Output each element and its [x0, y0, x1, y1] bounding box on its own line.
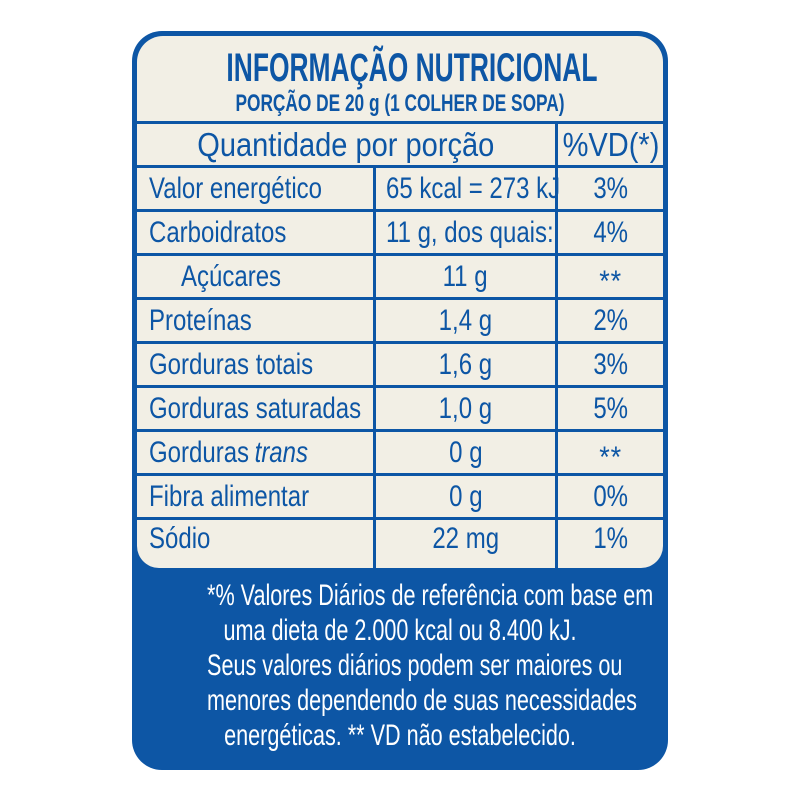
nutrient-dv: 5% — [593, 391, 628, 425]
nutrient-dv: 3% — [593, 347, 628, 381]
footnote-line: Seus valores diários podem ser maiores o… — [207, 649, 623, 682]
table-header-row: Quantidade por porção %VD(*) — [137, 121, 663, 165]
table-row: Valor energético 65 kcal = 273 kJ 3% — [137, 165, 663, 209]
table-row: Proteínas 1,4 g 2% — [137, 297, 663, 341]
nutrient-amount: 1,4 g — [438, 303, 493, 337]
nutrient-name: Fibra alimentar — [149, 479, 310, 513]
nutrient-dv: 2% — [593, 303, 628, 337]
quantity-header: Quantidade por porção — [197, 125, 495, 163]
nutrient-name: Gorduras saturadas — [149, 391, 362, 425]
nutrient-dv: 4% — [593, 215, 628, 249]
label-title: INFORMAÇÃO NUTRICIONAL — [226, 46, 598, 90]
nutrient-name: Sódio — [149, 522, 211, 555]
nutrient-dv: 3% — [593, 171, 628, 205]
nutrient-name: Açúcares — [181, 259, 282, 293]
table-row: Carboidratos 11 g, dos quais: 4% — [137, 209, 663, 253]
table-row: Sódio 22 mg 1% — [137, 517, 663, 568]
footnote: *% Valores Diários de referência com bas… — [132, 578, 668, 753]
nutrient-dv: ** — [599, 440, 622, 474]
table-row: Gorduras totais 1,6 g 3% — [137, 341, 663, 385]
nutrient-amount: 0 g — [448, 479, 483, 513]
dv-header: %VD(*) — [562, 125, 659, 163]
footnote-line: menores dependendo de suas necessidades — [207, 684, 637, 717]
table-row: Fibra alimentar 0 g 0% — [137, 473, 663, 517]
footnote-line: energéticas. ** VD não estabelecido. — [224, 719, 576, 752]
nutrient-dv: 1% — [593, 522, 628, 555]
table-row: Gorduras saturadas 1,0 g 5% — [137, 385, 663, 429]
label-header: INFORMAÇÃO NUTRICIONAL PORÇÃO DE 20 g (1… — [137, 36, 663, 121]
nutrient-amount: 22 mg — [432, 522, 499, 555]
table-row: Gorduras trans 0 g ** — [137, 429, 663, 474]
table-row: Açúcares 11 g ** — [137, 253, 663, 298]
nutrient-name: Gorduras trans — [149, 435, 309, 469]
quantity-header-cell: Quantidade por porção — [137, 124, 555, 165]
nutrient-amount: 65 kcal = 273 kJ — [386, 171, 561, 205]
nutrient-dv: ** — [599, 264, 622, 298]
nutrition-table: Quantidade por porção %VD(*) Valor energ… — [137, 121, 663, 568]
nutrient-dv: 0% — [593, 479, 628, 513]
dv-header-cell: %VD(*) — [555, 124, 663, 165]
nutrition-panel: INFORMAÇÃO NUTRICIONAL PORÇÃO DE 20 g (1… — [137, 36, 663, 568]
nutrient-name: Gorduras totais — [149, 347, 314, 381]
nutrient-name: Proteínas — [149, 303, 252, 337]
nutrient-amount: 11 g, dos quais: — [386, 215, 554, 249]
footnote-line: uma dieta de 2.000 kcal ou 8.400 kJ. — [223, 614, 577, 647]
nutrition-label: INFORMAÇÃO NUTRICIONAL PORÇÃO DE 20 g (1… — [132, 31, 668, 770]
nutrient-amount: 1,6 g — [438, 347, 493, 381]
nutrient-name-italic: trans — [254, 435, 309, 469]
footnote-line: *% Valores Diários de referência com bas… — [207, 579, 654, 612]
nutrient-amount: 0 g — [448, 435, 483, 469]
nutrient-name: Valor energético — [149, 171, 322, 205]
nutrient-name: Carboidratos — [149, 215, 287, 249]
nutrient-amount: 1,0 g — [438, 391, 493, 425]
label-subtitle: PORÇÃO DE 20 g (1 COLHER DE SOPA) — [235, 90, 565, 117]
nutrient-amount: 11 g — [443, 259, 488, 293]
